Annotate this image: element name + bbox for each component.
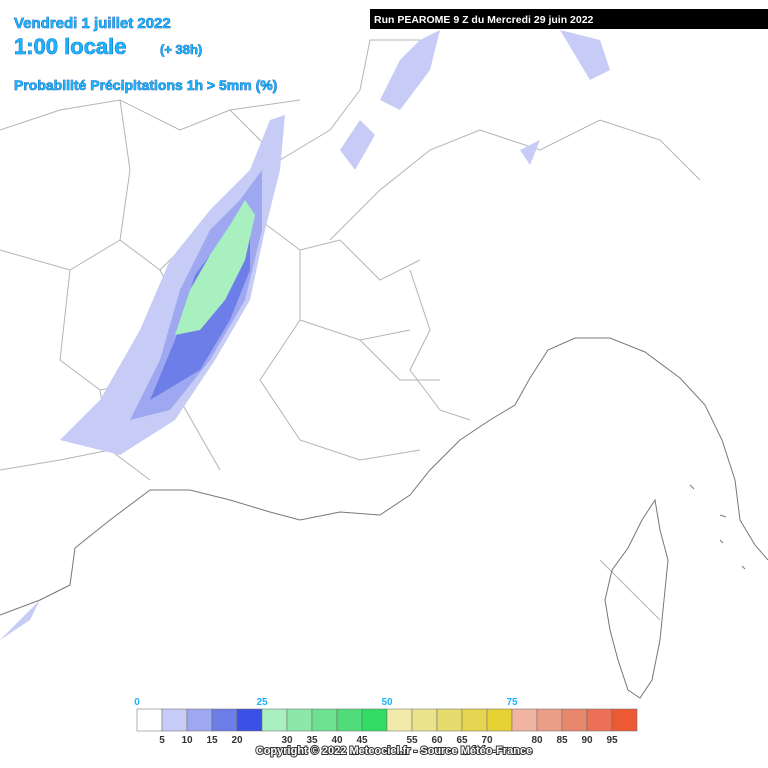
legend: 0 25 50 75 5 10 15 20 30 35 40 45 55 60 65 70 80 85 90 95 — [134, 697, 638, 746]
legend-bottom-label: 80 — [531, 735, 543, 746]
legend-bottom-label: 20 — [231, 735, 243, 746]
legend-swatch — [411, 708, 438, 732]
legend-bottom-label: 90 — [581, 735, 593, 746]
legend-bottom-label: 95 — [606, 735, 618, 746]
legend-bottom-label: 5 — [159, 735, 165, 746]
legend-bottom-label: 15 — [206, 735, 218, 746]
date: Vendredi 1 juillet 2022 — [14, 15, 171, 32]
run-box — [370, 9, 768, 29]
legend-top-label: 75 — [506, 697, 518, 708]
legend-bottom-label: 10 — [181, 735, 193, 746]
legend-swatch — [611, 708, 638, 732]
legend-bottom-label: 30 — [281, 735, 293, 746]
legend-swatch — [361, 708, 388, 732]
legend-swatch — [161, 708, 188, 732]
legend-swatch — [286, 708, 313, 732]
legend-top-label: 25 — [256, 697, 268, 708]
legend-bottom-label: 85 — [556, 735, 568, 746]
legend-swatch — [586, 708, 613, 732]
legend-top-label: 50 — [381, 697, 393, 708]
legend-swatch — [136, 708, 163, 732]
coastline — [0, 337, 768, 699]
legend-swatch — [536, 708, 563, 732]
legend-swatch — [261, 708, 288, 732]
legend-swatch — [386, 708, 413, 732]
legend-swatch — [461, 708, 488, 732]
time: 1:00 locale — [14, 34, 127, 59]
legend-bottom-label: 70 — [481, 735, 493, 746]
product: Probabilité Précipitations 1h > 5mm (%) — [14, 77, 277, 93]
run: Run PEAROME 9 Z du Mercredi 29 juin 2022 — [374, 14, 594, 26]
legend-swatch — [211, 708, 238, 732]
legend-swatch — [311, 708, 338, 732]
legend-swatch — [186, 708, 213, 732]
precipitation — [0, 30, 610, 640]
borders — [0, 39, 701, 621]
legend-swatch — [561, 708, 588, 732]
legend-bottom-label: 45 — [356, 735, 368, 746]
legend-swatch — [336, 708, 363, 732]
lead: (+ 38h) — [160, 42, 202, 57]
legend-bottom-label: 55 — [406, 735, 418, 746]
legend-bottom-label: 65 — [456, 735, 468, 746]
legend-bottom-label: 40 — [331, 735, 343, 746]
legend-bottom-label: 60 — [431, 735, 443, 746]
legend-swatch — [511, 708, 538, 732]
legend-bottom-label: 35 — [306, 735, 318, 746]
legend-swatch — [236, 708, 263, 732]
copyright: Copyright © 2022 Meteociel.fr - Source M… — [256, 745, 532, 757]
legend-swatch — [486, 708, 513, 732]
legend-swatch — [436, 708, 463, 732]
legend-top-label: 0 — [134, 697, 140, 708]
